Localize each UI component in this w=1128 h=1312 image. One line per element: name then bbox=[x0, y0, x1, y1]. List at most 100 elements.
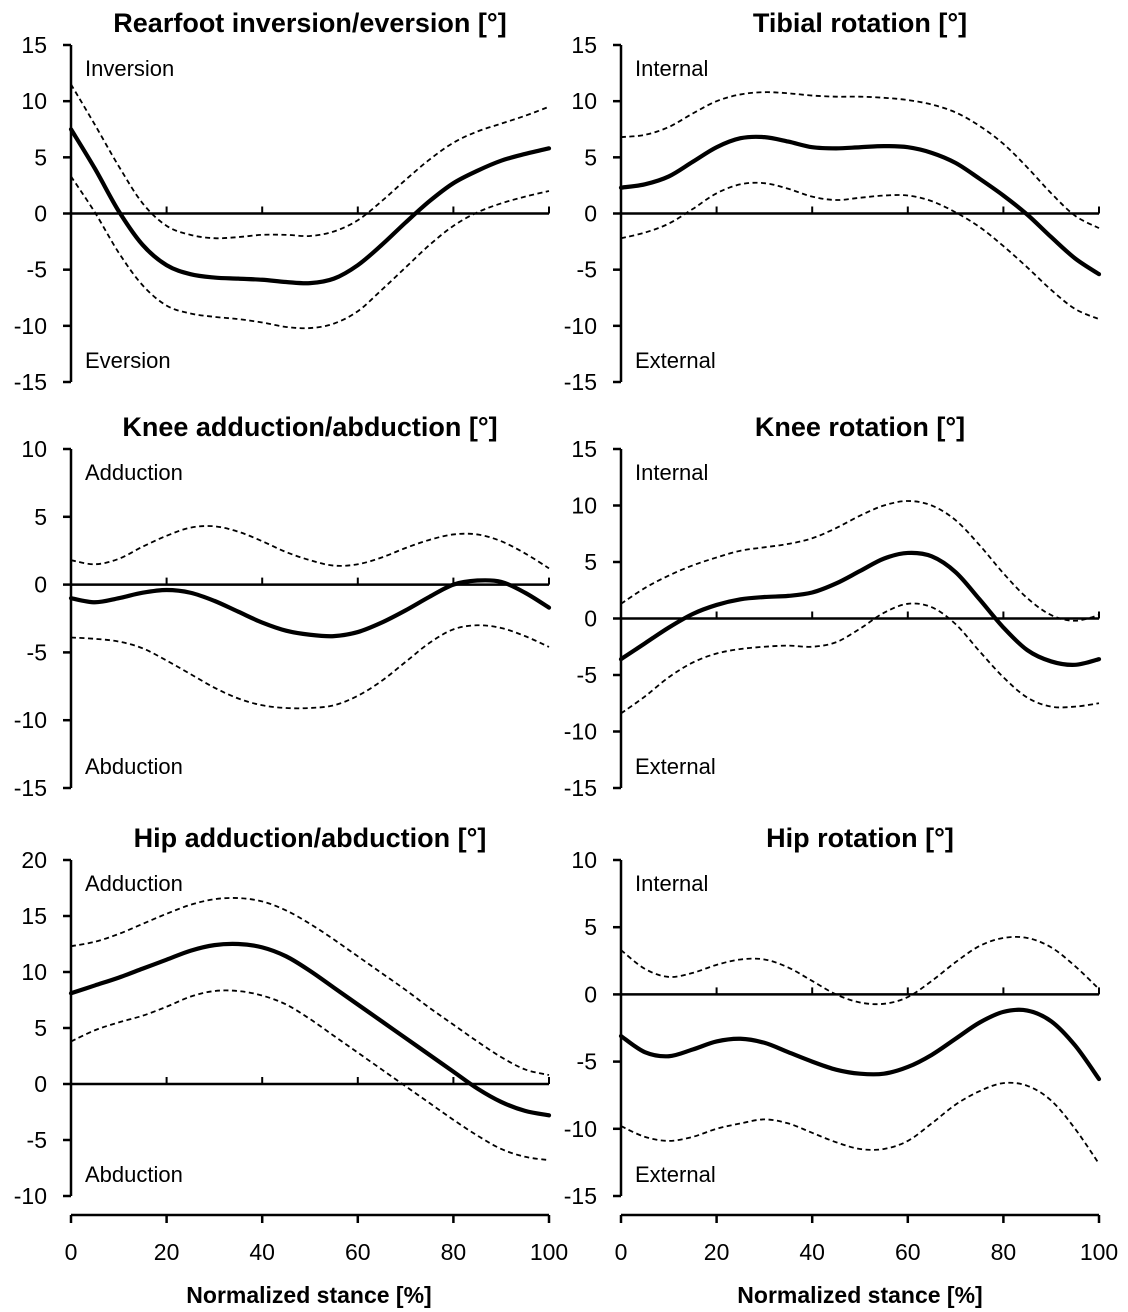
y-tick-label: -5 bbox=[27, 639, 47, 665]
mean-curve bbox=[618, 550, 1102, 667]
mean-curve bbox=[68, 127, 552, 286]
panel-5: Hip adduction/abduction [°] 20 15 10 5 0 -5 -10… bbox=[14, 823, 552, 1209]
x-tick-label: 60 bbox=[345, 1239, 371, 1265]
x-tick-label: 60 bbox=[895, 1239, 921, 1265]
panel-3: Knee adduction/abduction [°] 10 5 0 -5 -10 -15… bbox=[14, 412, 552, 801]
y-tick-label: 5 bbox=[34, 504, 47, 530]
y-tick-label: 15 bbox=[571, 436, 597, 462]
y-tick-label: 5 bbox=[584, 549, 597, 575]
y-tick-label: -15 bbox=[564, 775, 597, 801]
y-tick-label: -5 bbox=[577, 1049, 597, 1075]
y-tick-label: 10 bbox=[571, 847, 597, 873]
y-tick-label: 5 bbox=[584, 144, 597, 170]
y-tick-label: -10 bbox=[564, 719, 597, 745]
y-tick-label: -5 bbox=[27, 1127, 47, 1153]
y-tick-label: -5 bbox=[27, 257, 47, 283]
x-axis-left: 0 20 40 60 80 100 bbox=[65, 1213, 568, 1265]
direction-label-top: Inversion bbox=[85, 56, 174, 81]
x-tick-label: 100 bbox=[530, 1239, 568, 1265]
panel-title: Knee adduction/abduction [°] bbox=[122, 412, 497, 442]
y-tick-label: 0 bbox=[584, 981, 597, 1007]
y-tick-label: -5 bbox=[577, 257, 597, 283]
y-tick-label: 10 bbox=[571, 493, 597, 519]
y-tick-label: 10 bbox=[571, 88, 597, 114]
y-tick-label: 5 bbox=[34, 1015, 47, 1041]
y-tick-label: 0 bbox=[34, 1071, 47, 1097]
x-tick-label: 20 bbox=[154, 1239, 180, 1265]
direction-label-top: Internal bbox=[635, 460, 708, 485]
y-tick-label: -10 bbox=[564, 313, 597, 339]
direction-label-top: Internal bbox=[635, 871, 708, 896]
sd-curve-upper bbox=[620, 91, 1100, 229]
y-tick-label: 0 bbox=[584, 606, 597, 632]
panel-6: Hip rotation [°] 10 5 0 -5 -10 -15 Internal Exte… bbox=[564, 823, 1102, 1209]
y-tick-label: -15 bbox=[14, 369, 47, 395]
y-tick-label: -10 bbox=[14, 1183, 47, 1209]
sd-curve-upper bbox=[70, 525, 550, 570]
sd-curve-lower bbox=[70, 624, 550, 710]
direction-label-top: Internal bbox=[635, 56, 708, 81]
y-tick-label: 15 bbox=[21, 903, 47, 929]
x-tick-label: 80 bbox=[991, 1239, 1017, 1265]
y-tick-label: 10 bbox=[21, 88, 47, 114]
y-tick-label: 10 bbox=[21, 436, 47, 462]
direction-label-top: Adduction bbox=[85, 871, 183, 896]
x-tick-label: 20 bbox=[704, 1239, 730, 1265]
y-tick-label: 20 bbox=[21, 847, 47, 873]
y-tick-label: 0 bbox=[34, 572, 47, 598]
direction-label-bottom: Eversion bbox=[85, 348, 171, 373]
y-tick-label: -15 bbox=[14, 775, 47, 801]
y-tick-label: -5 bbox=[577, 662, 597, 688]
y-tick-label: -10 bbox=[14, 313, 47, 339]
mean-curve bbox=[68, 941, 552, 1118]
direction-label-bottom: Abduction bbox=[85, 754, 183, 779]
sd-curve-lower bbox=[70, 175, 550, 330]
sd-curve-upper bbox=[70, 897, 550, 1076]
y-tick-label: -15 bbox=[564, 1183, 597, 1209]
panel-2: Tibial rotation [°] 15 10 5 0 -5 -10 -15 Interna… bbox=[564, 8, 1102, 395]
x-tick-label: 0 bbox=[615, 1239, 628, 1265]
sd-curve-lower bbox=[620, 181, 1100, 320]
x-tick-label: 80 bbox=[441, 1239, 467, 1265]
y-tick-label: 10 bbox=[21, 959, 47, 985]
y-tick-label: 0 bbox=[34, 201, 47, 227]
sd-curve-upper bbox=[620, 500, 1100, 622]
y-tick-label: -10 bbox=[564, 1116, 597, 1142]
direction-label-bottom: External bbox=[635, 348, 716, 373]
y-tick-label: 5 bbox=[584, 914, 597, 940]
panel-1: Rearfoot inversion/eversion [°] 15 10 5 0 -5 -… bbox=[14, 8, 552, 395]
sd-curve-upper bbox=[70, 83, 550, 240]
sd-curve-lower bbox=[620, 1081, 1100, 1165]
mean-curve bbox=[618, 1007, 1102, 1082]
x-axis-label-right: Normalized stance [%] bbox=[737, 1282, 982, 1308]
x-tick-label: 0 bbox=[65, 1239, 78, 1265]
sd-curve-upper bbox=[620, 935, 1100, 1006]
direction-label-bottom: External bbox=[635, 754, 716, 779]
y-tick-label: 15 bbox=[21, 32, 47, 58]
x-axis-right: 0 20 40 60 80 100 bbox=[615, 1213, 1118, 1265]
direction-label-bottom: Abduction bbox=[85, 1162, 183, 1187]
sd-curve-lower bbox=[620, 602, 1100, 715]
y-tick-label: 5 bbox=[34, 144, 47, 170]
panels: Rearfoot inversion/eversion [°] 15 10 5 0 -5 -… bbox=[14, 8, 1118, 1265]
y-tick-label: -15 bbox=[564, 369, 597, 395]
y-tick-label: -10 bbox=[14, 707, 47, 733]
panel-4: Knee rotation [°] 15 10 5 0 -5 -10 -15 Internal E… bbox=[564, 412, 1102, 801]
direction-label-bottom: External bbox=[635, 1162, 716, 1187]
y-tick-label: 0 bbox=[584, 201, 597, 227]
direction-label-top: Adduction bbox=[85, 460, 183, 485]
mean-curve bbox=[68, 578, 552, 639]
panel-title: Rearfoot inversion/eversion [°] bbox=[113, 8, 506, 38]
y-tick-label: 15 bbox=[571, 32, 597, 58]
mean-curve bbox=[618, 134, 1102, 277]
sd-curve-lower bbox=[70, 989, 550, 1162]
panel-title: Hip adduction/abduction [°] bbox=[134, 823, 487, 853]
x-tick-label: 100 bbox=[1080, 1239, 1118, 1265]
x-tick-label: 40 bbox=[799, 1239, 825, 1265]
x-axis-label-left: Normalized stance [%] bbox=[186, 1282, 431, 1308]
panel-title: Tibial rotation [°] bbox=[753, 8, 967, 38]
x-tick-label: 40 bbox=[249, 1239, 275, 1265]
panel-title: Hip rotation [°] bbox=[766, 823, 954, 853]
panel-title: Knee rotation [°] bbox=[755, 412, 965, 442]
